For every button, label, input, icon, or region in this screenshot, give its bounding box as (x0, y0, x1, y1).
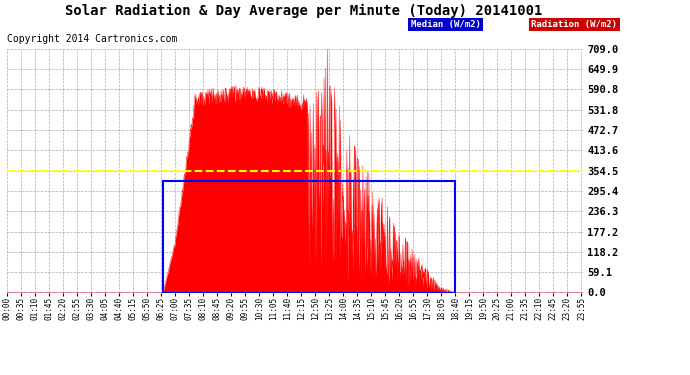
Text: Copyright 2014 Cartronics.com: Copyright 2014 Cartronics.com (7, 34, 177, 44)
Text: Solar Radiation & Day Average per Minute (Today) 20141001: Solar Radiation & Day Average per Minute… (65, 4, 542, 18)
Text: Radiation (W/m2): Radiation (W/m2) (531, 20, 618, 29)
Bar (163, 181, 455, 292)
Text: Median (W/m2): Median (W/m2) (411, 20, 480, 29)
